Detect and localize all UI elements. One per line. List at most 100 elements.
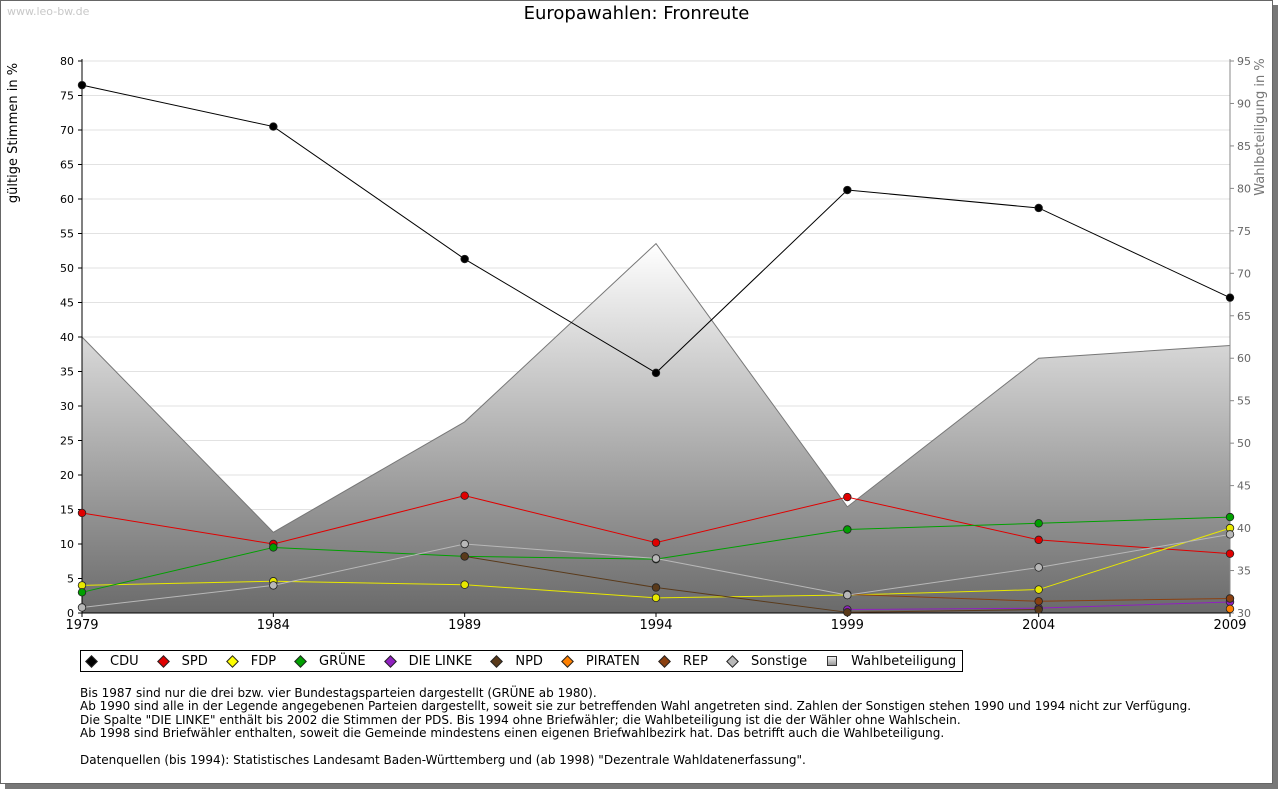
source-line: Datenquellen (bis 1994): Statistisches L… bbox=[80, 752, 806, 767]
cdu-point bbox=[651, 368, 661, 378]
chart-title: Europawahlen: Fronreute bbox=[523, 3, 750, 24]
legend-label: CDU bbox=[110, 653, 139, 669]
legend-marker-icon bbox=[726, 654, 739, 668]
spd-point bbox=[1034, 535, 1043, 545]
note-line: Die Spalte "DIE LINKE" enthält bis 2002 … bbox=[80, 712, 961, 727]
legend-marker-icon bbox=[383, 654, 397, 668]
y-tick-label: 0 bbox=[67, 607, 74, 620]
legend-marker-icon bbox=[827, 656, 838, 666]
y2-tick-label: 95 bbox=[1237, 55, 1251, 68]
legend-marker-icon bbox=[294, 654, 307, 668]
legend-marker-icon bbox=[85, 654, 98, 668]
watermark: www.leo-bw.de bbox=[7, 5, 90, 18]
legend-label: SPD bbox=[181, 653, 208, 669]
gr-ne-point bbox=[77, 588, 87, 597]
x-tick-label: 1999 bbox=[831, 618, 864, 633]
x-tick-label: 1979 bbox=[65, 618, 98, 633]
rep-point bbox=[1034, 597, 1043, 606]
legend-label: PIRATEN bbox=[585, 653, 640, 669]
y-tick-label: 30 bbox=[60, 400, 74, 413]
legend-item: REP bbox=[658, 654, 708, 669]
fdp-point bbox=[1034, 585, 1043, 594]
legend-label: Wahlbeteiligung bbox=[851, 653, 957, 669]
legend-label: DIE LINKE bbox=[408, 653, 473, 669]
x-tick-label: 1989 bbox=[448, 618, 481, 633]
y2-tick-label: 65 bbox=[1237, 310, 1251, 323]
y-tick-label: 25 bbox=[60, 435, 74, 448]
y2-tick-label: 40 bbox=[1237, 522, 1251, 535]
npd-point bbox=[843, 608, 852, 617]
legend-marker-icon bbox=[561, 654, 574, 668]
y-tick-label: 75 bbox=[60, 90, 74, 103]
gr-ne-point bbox=[1225, 512, 1235, 522]
y-tick-label: 55 bbox=[60, 228, 74, 241]
legend-item: Wahlbeteiligung bbox=[827, 654, 956, 669]
legend-item: FDP bbox=[225, 654, 276, 669]
note-line: Ab 1990 sind alle in der Legende angegeb… bbox=[80, 699, 1192, 714]
x-tick-label: 2009 bbox=[1213, 618, 1246, 633]
sonstige-point bbox=[843, 590, 852, 600]
piraten-point bbox=[1225, 604, 1235, 614]
x-tick-label: 2004 bbox=[1022, 618, 1055, 633]
wahlbeteiligung-line bbox=[81, 242, 1231, 533]
y-tick-label: 15 bbox=[60, 504, 74, 517]
legend-item: CDU bbox=[85, 653, 139, 669]
y-tick-label: 80 bbox=[60, 55, 74, 68]
legend-item: GRÜNE bbox=[294, 653, 366, 669]
gr-ne-point bbox=[843, 525, 852, 534]
x-tick-label: 1994 bbox=[639, 618, 672, 633]
spd-point bbox=[843, 492, 852, 502]
sonstige-point bbox=[1034, 563, 1043, 572]
y2-tick-label: 50 bbox=[1237, 437, 1251, 450]
cdu-point bbox=[1034, 203, 1043, 213]
y2-tick-label: 85 bbox=[1237, 140, 1251, 153]
gr-ne-point bbox=[1034, 519, 1043, 528]
sonstige-point bbox=[651, 554, 661, 563]
y-tick-label: 35 bbox=[60, 366, 74, 379]
x-tick-label: 1984 bbox=[257, 618, 290, 633]
y2-tick-label: 90 bbox=[1237, 97, 1251, 110]
y-tick-label: 65 bbox=[60, 159, 74, 172]
legend-marker-icon bbox=[658, 654, 671, 668]
npd-point bbox=[460, 552, 469, 561]
legend-marker-icon bbox=[490, 654, 504, 668]
y2-tick-label: 75 bbox=[1237, 225, 1251, 238]
y2-tick-label: 45 bbox=[1237, 480, 1251, 493]
legend-item: PIRATEN bbox=[561, 653, 640, 669]
y2-tick-label: 60 bbox=[1237, 352, 1251, 365]
cdu-point bbox=[77, 80, 87, 90]
legend-item: DIE LINKE bbox=[383, 653, 473, 669]
cdu-point bbox=[460, 254, 469, 264]
legend-marker-icon bbox=[156, 654, 170, 668]
wahlbeteiligung-area bbox=[82, 243, 1230, 614]
y-tick-label: 45 bbox=[60, 297, 74, 310]
sonstige-point bbox=[77, 603, 87, 612]
y-tick-label: 70 bbox=[60, 124, 74, 137]
y2-tick-label: 80 bbox=[1237, 182, 1251, 195]
legend: CDU SPD FDP GRÜNE DIE LINKE NPD PIRATEN REP Sons… bbox=[80, 650, 964, 672]
legend-item: NPD bbox=[490, 654, 543, 669]
y2-tick-label: 35 bbox=[1237, 565, 1251, 578]
notes: Bis 1987 sind nur die drei bzw. vier Bun… bbox=[80, 686, 1192, 767]
note-line: Bis 1987 sind nur die drei bzw. vier Bun… bbox=[80, 686, 597, 700]
npd-line bbox=[464, 555, 1039, 613]
legend-label: GRÜNE bbox=[319, 653, 366, 669]
y-tick-label: 5 bbox=[67, 573, 74, 586]
sonstige-point bbox=[1225, 530, 1235, 539]
rep-point bbox=[1225, 594, 1235, 603]
spd-point bbox=[651, 538, 661, 547]
y-tick-label: 60 bbox=[60, 193, 74, 206]
fdp-point bbox=[77, 581, 87, 590]
note-line: Ab 1998 sind Briefwähler enthalten, sowe… bbox=[80, 726, 945, 741]
y-axis-label: gültige Stimmen in % bbox=[6, 63, 21, 203]
cdu-point bbox=[843, 185, 852, 195]
y2-tick-label: 55 bbox=[1237, 395, 1251, 408]
spd-point bbox=[77, 508, 87, 518]
fdp-point bbox=[651, 593, 661, 603]
chart-plot: 0 5 10 15 20 25 30 35 40 45 50 55 60 65 70 75 80 30 35 40 45… bbox=[6, 55, 1268, 633]
gr-ne-point bbox=[269, 543, 278, 552]
sonstige-point bbox=[460, 539, 469, 549]
sonstige-point bbox=[269, 581, 278, 590]
fdp-point bbox=[460, 580, 469, 589]
y-tick-label: 10 bbox=[60, 538, 74, 551]
